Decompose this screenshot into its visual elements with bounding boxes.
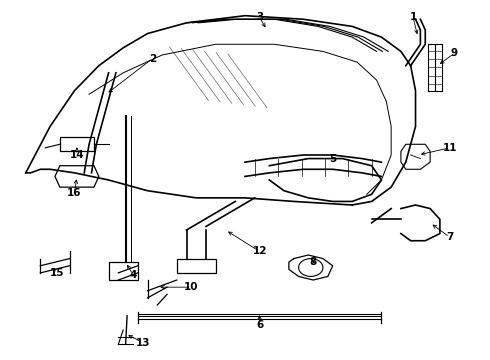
Text: 6: 6 [256,320,263,330]
Text: 2: 2 [149,54,156,64]
Text: 14: 14 [70,150,84,160]
Text: 11: 11 [442,143,457,153]
Text: 9: 9 [451,48,458,58]
Text: 1: 1 [410,13,416,22]
Text: 15: 15 [50,268,65,278]
Text: 3: 3 [256,13,263,22]
Text: 5: 5 [329,154,336,163]
Text: 8: 8 [310,257,317,267]
Text: 4: 4 [129,270,137,280]
Text: 10: 10 [184,282,198,292]
Text: 7: 7 [446,232,453,242]
Text: 16: 16 [67,188,82,198]
Text: 12: 12 [252,247,267,256]
Text: 13: 13 [135,338,150,347]
